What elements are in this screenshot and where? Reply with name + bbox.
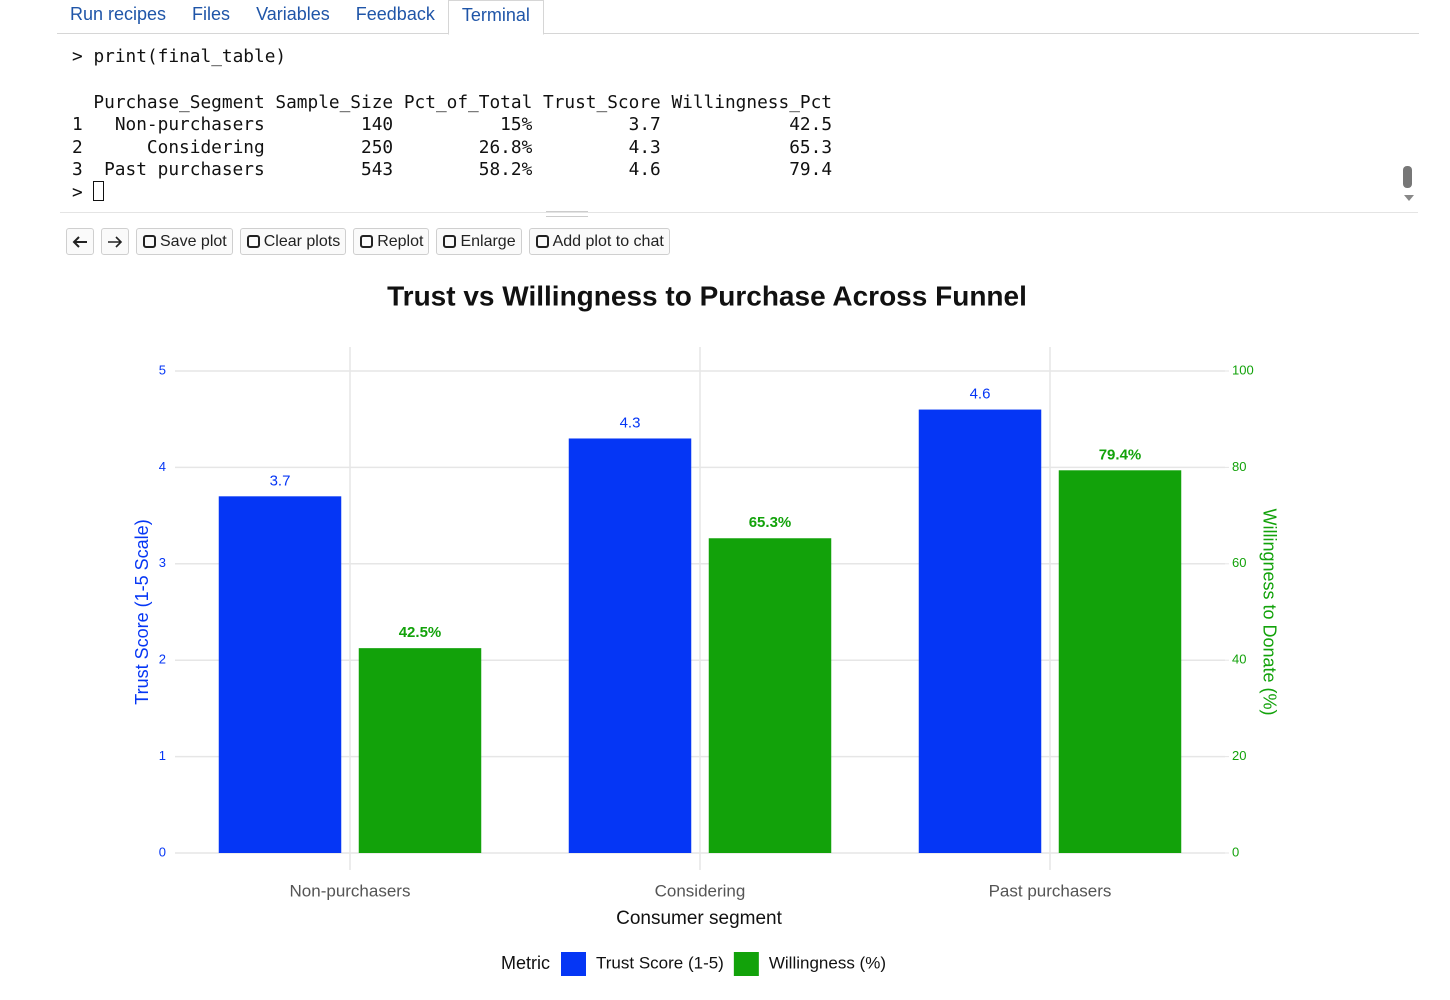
row-index: 3 [72, 158, 83, 180]
table-cell: 79.4 [789, 158, 833, 180]
table-cell: Non-purchasers [114, 114, 265, 136]
tab[interactable]: Files [192, 4, 231, 24]
forward-button[interactable] [101, 228, 129, 255]
value-label: 4.3 [620, 414, 641, 431]
value-label: 79.4% [1099, 446, 1142, 463]
prompt: > [72, 182, 83, 203]
column-header: Willingness_Pct [671, 92, 833, 113]
toolbar-button[interactable]: Add plot to chat [528, 228, 670, 255]
output-table: Purchase_Segment Sample_Size Pct_of_Total T… [72, 92, 832, 181]
bar [358, 648, 482, 853]
command-line: > print(final_table) [72, 46, 286, 67]
value-label: 3.7 [270, 472, 291, 489]
table-cell: Past purchasers [104, 158, 265, 180]
button-label: Replot [377, 232, 424, 250]
value-label: 65.3% [749, 514, 792, 531]
legend-title: Metric [501, 953, 550, 973]
table-cell: 65.3 [789, 136, 833, 158]
column-header: Purchase_Segment [93, 92, 265, 113]
y2-tick-label: 0 [1232, 844, 1239, 859]
table-cell: 543 [361, 158, 394, 180]
button-icon [360, 235, 374, 248]
button-label: Save plot [160, 232, 227, 250]
button-icon [535, 235, 549, 248]
button-icon [246, 235, 260, 248]
x-tick-label: Considering [655, 881, 746, 900]
y2-tick-label: 20 [1232, 748, 1246, 763]
legend-label: Trust Score (1-5) [596, 953, 724, 972]
value-label: 42.5% [399, 624, 442, 641]
y2-tick-label: 100 [1232, 362, 1254, 377]
legend-swatch [733, 952, 759, 976]
x-tick-label: Past purchasers [989, 881, 1112, 900]
value-label: 4.6 [970, 386, 991, 403]
button-label: Clear plots [263, 232, 341, 250]
column-header: Sample_Size [275, 92, 394, 113]
column-header: Pct_of_Total [403, 92, 533, 113]
table-cell: 250 [361, 136, 394, 158]
y-tick-label: 2 [159, 652, 166, 667]
divider [60, 212, 1418, 213]
row-index: 1 [72, 114, 83, 136]
button-label: Enlarge [460, 232, 516, 250]
table-cell: 4.3 [628, 136, 661, 158]
y2-axis-label: Willingness to Donate (%) [1259, 508, 1279, 715]
y2-tick-label: 40 [1232, 652, 1246, 667]
y2-tick-label: 80 [1232, 459, 1246, 474]
table-cell: 58.2% [478, 158, 533, 180]
button-icon [143, 235, 156, 248]
cursor [93, 181, 105, 201]
table-cell: 4.6 [628, 158, 661, 180]
command: print(final_table) [93, 46, 287, 67]
bar [568, 438, 692, 853]
y2-tick-label: 60 [1232, 555, 1246, 570]
y-tick-label: 0 [159, 844, 166, 859]
prompt: > [72, 46, 83, 67]
y-tick-label: 5 [159, 362, 166, 377]
scrollbar-thumb[interactable] [1403, 166, 1412, 188]
tab[interactable]: Run recipes [70, 4, 167, 24]
resize-handle[interactable] [546, 211, 588, 217]
legend-swatch [561, 952, 586, 976]
x-axis-label: Consumer segment [616, 908, 783, 929]
y-tick-label: 1 [159, 748, 166, 763]
terminal: > print(final_table) Purchase_Segment Sam… [60, 36, 1405, 211]
table-cell: 15% [500, 114, 533, 136]
tab[interactable]: Terminal [447, 0, 544, 35]
back-button[interactable] [66, 228, 94, 255]
toolbar-button[interactable]: Save plot [136, 228, 233, 255]
chart-title: Trust vs Willingness to Purchase Across … [387, 280, 1027, 311]
y-tick-label: 4 [159, 459, 166, 474]
column-header: Trust_Score [542, 92, 661, 113]
toolbar-button[interactable]: Enlarge [436, 228, 522, 255]
toolbar-button[interactable]: Replot [353, 228, 430, 255]
scroll-down-arrow[interactable] [1402, 193, 1416, 203]
y-axis-label: Trust Score (1-5 Scale) [132, 519, 152, 704]
tab-bar: Run recipes Files Variables Feedback Termina… [57, 0, 1419, 35]
tab[interactable]: Feedback [355, 4, 435, 24]
table-cell: 140 [361, 114, 394, 136]
tab[interactable]: Variables [256, 4, 330, 24]
bar [708, 538, 832, 853]
x-tick-label: Non-purchasers [290, 881, 411, 900]
toolbar-button[interactable]: Clear plots [239, 228, 347, 255]
table-cell: Considering [146, 136, 265, 158]
legend-label: Willingness (%) [769, 953, 886, 972]
plot-toolbar: Save plot Clear plots Replot Enlarge Add plo… [66, 228, 670, 255]
row-index: 2 [72, 136, 83, 158]
bar [918, 409, 1042, 853]
table-cell: 26.8% [478, 136, 533, 158]
y-tick-label: 3 [159, 555, 166, 570]
button-label: Add plot to chat [552, 232, 664, 250]
bar [218, 496, 342, 853]
button-icon [443, 235, 457, 248]
input-line: > [72, 181, 105, 203]
bar [1058, 470, 1182, 853]
table-cell: 42.5 [789, 114, 833, 136]
table-cell: 3.7 [628, 114, 661, 136]
